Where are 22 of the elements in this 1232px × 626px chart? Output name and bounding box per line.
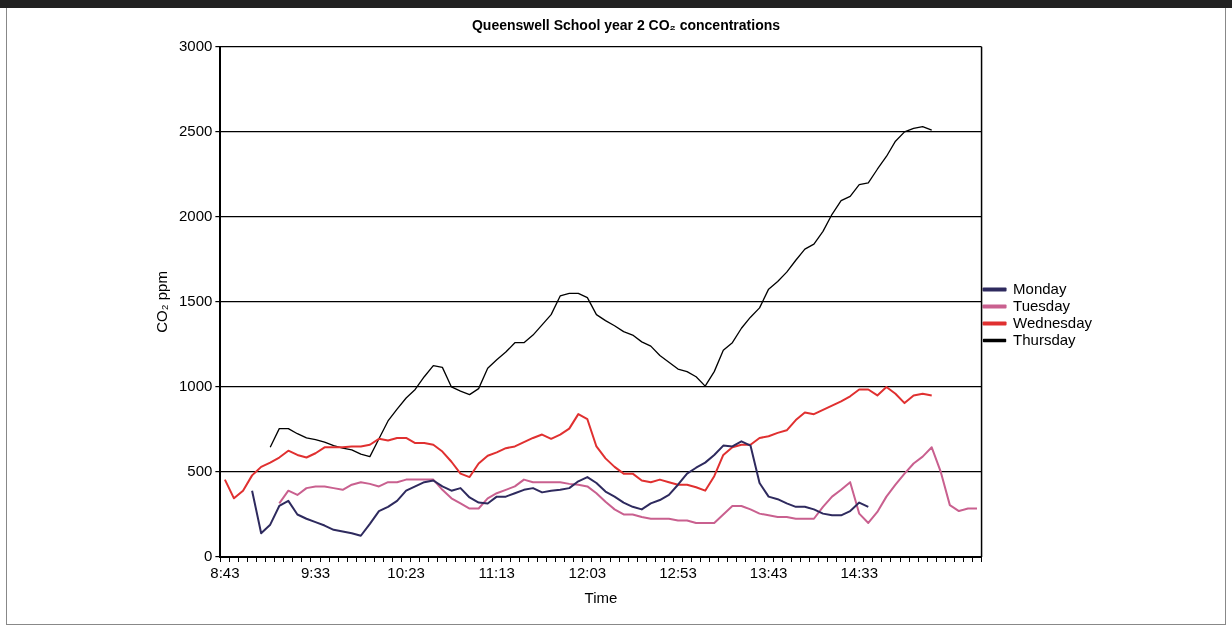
y-tick-label: 2000 xyxy=(178,207,213,225)
y-tick-label: 3000 xyxy=(178,36,213,54)
x-tick-label: 14:33 xyxy=(840,564,878,582)
x-tick-label: 12:03 xyxy=(568,564,607,582)
chart-title: Queenswell School year 2 CO₂ concentrations xyxy=(471,17,781,34)
x-axis-title: Time xyxy=(584,589,618,607)
y-tick-label: 1500 xyxy=(178,292,213,310)
x-tick-label: 10:23 xyxy=(387,564,425,582)
legend-label: Wednesday xyxy=(1013,313,1093,331)
legend-label: Thursday xyxy=(1013,330,1077,348)
y-axis-title: CO₂ ppm xyxy=(153,271,171,333)
x-tick-label: 13:43 xyxy=(749,564,788,582)
legend-label: Tuesday xyxy=(1013,296,1071,314)
y-tick-label: 1000 xyxy=(178,377,213,395)
legend-label: Monday xyxy=(1013,279,1067,297)
y-tick-label: 0 xyxy=(204,547,213,565)
x-tick-label: 11:13 xyxy=(478,564,515,582)
y-tick-label: 500 xyxy=(187,462,213,480)
y-tick-label: 2500 xyxy=(178,121,213,139)
x-tick-label: 9:33 xyxy=(300,564,331,582)
x-tick-label: 8:43 xyxy=(210,564,240,582)
x-tick-label: 12:53 xyxy=(659,564,697,582)
